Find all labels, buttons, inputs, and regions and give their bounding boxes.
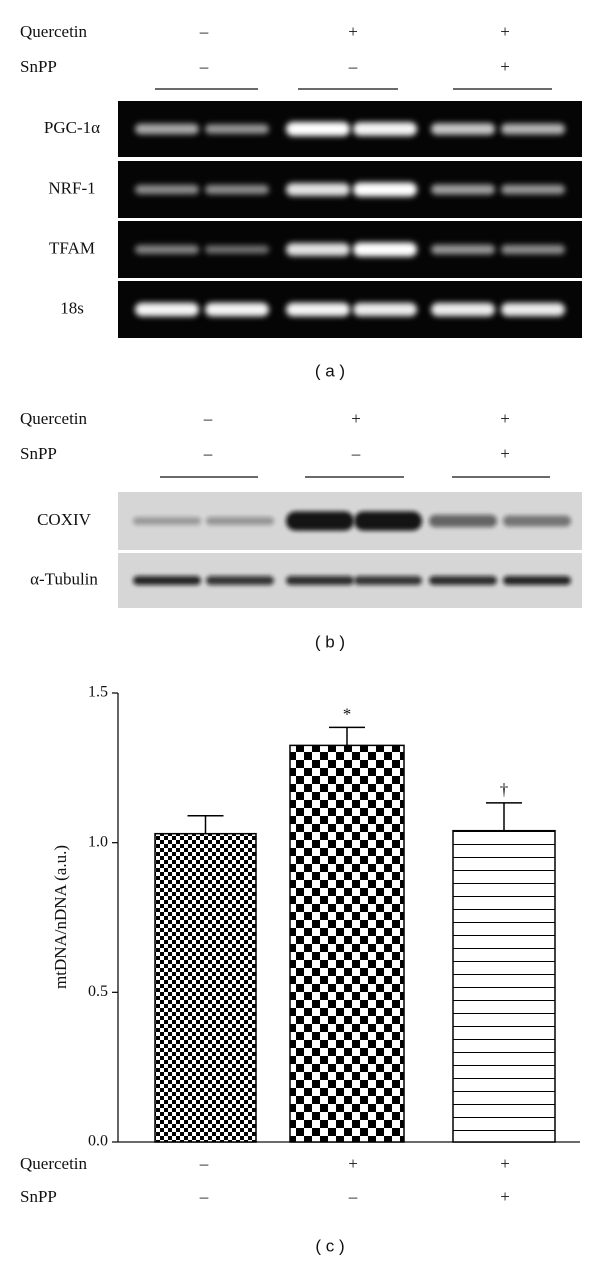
treatment-name: SnPP [20,1187,57,1206]
gel-band [286,183,350,196]
blot-band [503,515,571,527]
annotation: † [500,780,509,799]
treatment-sign: + [348,1154,358,1173]
treatment-sign: – [199,57,209,76]
gel-band [501,302,565,317]
blot-band [206,516,274,526]
caption: ( b ) [315,632,345,651]
gel-band [135,245,199,254]
gel-band [431,123,495,135]
treatment-sign: + [351,409,361,428]
gel-band [501,123,565,135]
gel-band [353,122,417,136]
treatment-name: SnPP [20,444,57,463]
gel-band [135,184,199,195]
row-label: NRF-1 [48,178,95,197]
gel-band [353,182,417,197]
gel-band [286,122,350,136]
treatment-sign: – [203,444,213,463]
gel-band [286,302,350,317]
gel-band [205,245,269,254]
blot-band [354,576,422,585]
gel-band [135,123,199,135]
gel-band [501,184,565,195]
bar [452,829,556,1143]
treatment-name: Quercetin [20,409,88,428]
annotation: * [343,704,352,723]
gel-band [431,244,495,255]
caption: ( c ) [315,1236,344,1255]
treatment-sign: + [500,1187,510,1206]
bar [289,744,405,1143]
gel-band [205,302,269,317]
treatment-sign: + [500,57,510,76]
blot-band [206,576,274,585]
gel-band [286,243,350,256]
treatment-sign: + [348,22,358,41]
treatment-name: Quercetin [20,22,88,41]
y-tick-label: 0.0 [88,1133,108,1150]
treatment-sign: + [500,22,510,41]
treatment-sign: – [348,57,358,76]
row-label: COXIV [37,510,92,529]
treatment-sign: – [348,1187,358,1206]
blot-band [429,576,497,585]
blot-band [286,576,354,585]
gel-band [501,244,565,255]
blot-band [354,511,422,531]
gel-band [205,184,269,195]
blot-band [133,517,201,525]
treatment-sign: + [500,1154,510,1173]
blot-band [286,511,354,531]
blot-band [503,576,571,585]
treatment-sign: – [351,444,361,463]
bar [154,832,257,1143]
gel-band [431,302,495,317]
treatment-sign: – [199,1154,209,1173]
blot-band [133,576,201,585]
gel-band [353,302,417,317]
treatment-sign: + [500,444,510,463]
row-label: PGC-1α [44,118,100,137]
gel-band [205,124,269,134]
gel-band [353,242,417,257]
treatment-sign: – [199,22,209,41]
treatment-sign: – [203,409,213,428]
blot-band [429,514,497,528]
treatment-name: Quercetin [20,1154,88,1173]
caption: ( a ) [315,361,345,380]
gel-band [135,302,199,317]
row-label: α-Tubulin [30,569,98,588]
row-label: 18s [60,298,84,317]
gel-band [431,184,495,195]
treatment-sign: + [500,409,510,428]
y-axis-label: mtDNA/nDNA (a.u.) [51,845,70,989]
treatment-name: SnPP [20,57,57,76]
y-tick-label: 0.5 [88,983,108,1000]
treatment-sign: – [199,1187,209,1206]
y-tick-label: 1.5 [88,684,108,701]
row-label: TFAM [49,238,95,257]
y-tick-label: 1.0 [88,833,108,850]
